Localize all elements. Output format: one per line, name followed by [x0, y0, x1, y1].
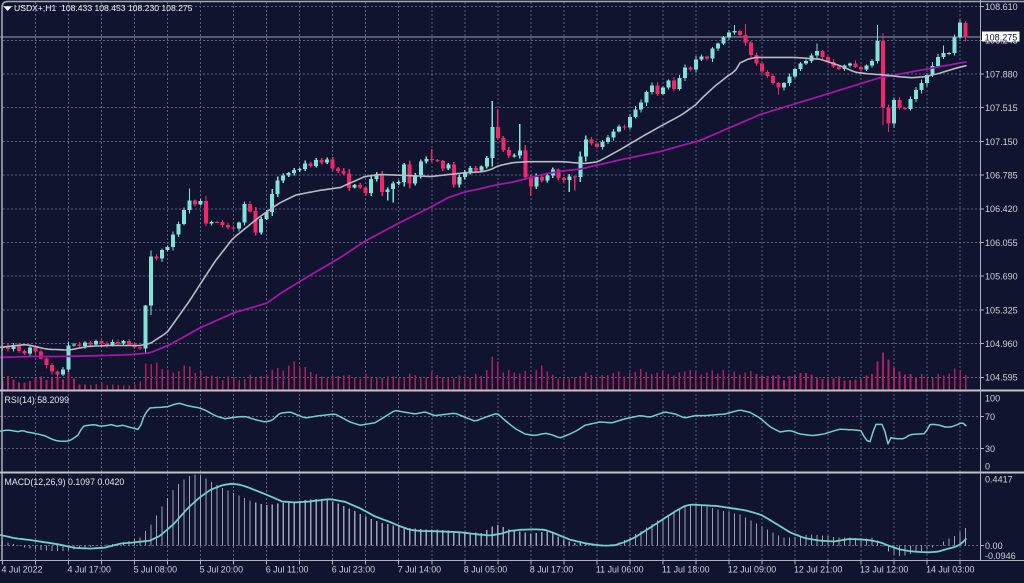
svg-text:8 Jul 17:00: 8 Jul 17:00 [530, 565, 573, 575]
svg-text:107.515: 107.515 [985, 103, 1018, 113]
svg-text:7 Jul 14:00: 7 Jul 14:00 [398, 565, 441, 575]
svg-text:11 Jul 06:00: 11 Jul 06:00 [596, 565, 644, 575]
svg-text:104.960: 104.960 [985, 339, 1018, 349]
svg-text:106.055: 106.055 [985, 238, 1018, 248]
svg-text:0.4417: 0.4417 [985, 475, 1013, 485]
svg-text:5 Jul 08:00: 5 Jul 08:00 [134, 565, 177, 575]
svg-text:30: 30 [985, 444, 995, 454]
svg-text:USDX+,H1 108.433 108.453 108.: USDX+,H1 108.433 108.453 108.230 108.275 [14, 3, 193, 13]
svg-text:108.610: 108.610 [985, 2, 1018, 12]
svg-text:6 Jul 11:00: 6 Jul 11:00 [266, 565, 309, 575]
svg-text:RSI(14) 58.2099: RSI(14) 58.2099 [5, 395, 70, 405]
svg-text:14 Jul 03:00: 14 Jul 03:00 [926, 565, 974, 575]
svg-text:108.275: 108.275 [985, 32, 1018, 42]
svg-text:106.785: 106.785 [985, 171, 1018, 181]
svg-text:MACD(12,26,9) 0.1097 0.0420: MACD(12,26,9) 0.1097 0.0420 [5, 477, 125, 487]
svg-text:70: 70 [985, 412, 995, 422]
svg-text:8 Jul 05:00: 8 Jul 05:00 [464, 565, 507, 575]
svg-text:100: 100 [985, 394, 1000, 404]
svg-text:13 Jul 12:00: 13 Jul 12:00 [860, 565, 908, 575]
svg-text:-0.0946: -0.0946 [985, 551, 1016, 561]
svg-text:107.150: 107.150 [985, 137, 1018, 147]
svg-text:4 Jul 17:00: 4 Jul 17:00 [68, 565, 111, 575]
svg-text:11 Jul 18:00: 11 Jul 18:00 [662, 565, 710, 575]
svg-text:106.420: 106.420 [985, 204, 1018, 214]
svg-text:105.325: 105.325 [985, 305, 1018, 315]
svg-text:12 Jul 21:00: 12 Jul 21:00 [794, 565, 842, 575]
svg-text:6 Jul 23:00: 6 Jul 23:00 [332, 565, 375, 575]
svg-text:0.00: 0.00 [985, 541, 1003, 551]
svg-text:12 Jul 09:00: 12 Jul 09:00 [728, 565, 776, 575]
svg-text:5 Jul 20:00: 5 Jul 20:00 [200, 565, 243, 575]
svg-text:105.690: 105.690 [985, 272, 1018, 282]
svg-text:0: 0 [985, 461, 990, 471]
svg-text:107.880: 107.880 [985, 69, 1018, 79]
svg-text:4 Jul 2022: 4 Jul 2022 [2, 565, 43, 575]
svg-text:104.595: 104.595 [985, 373, 1018, 383]
